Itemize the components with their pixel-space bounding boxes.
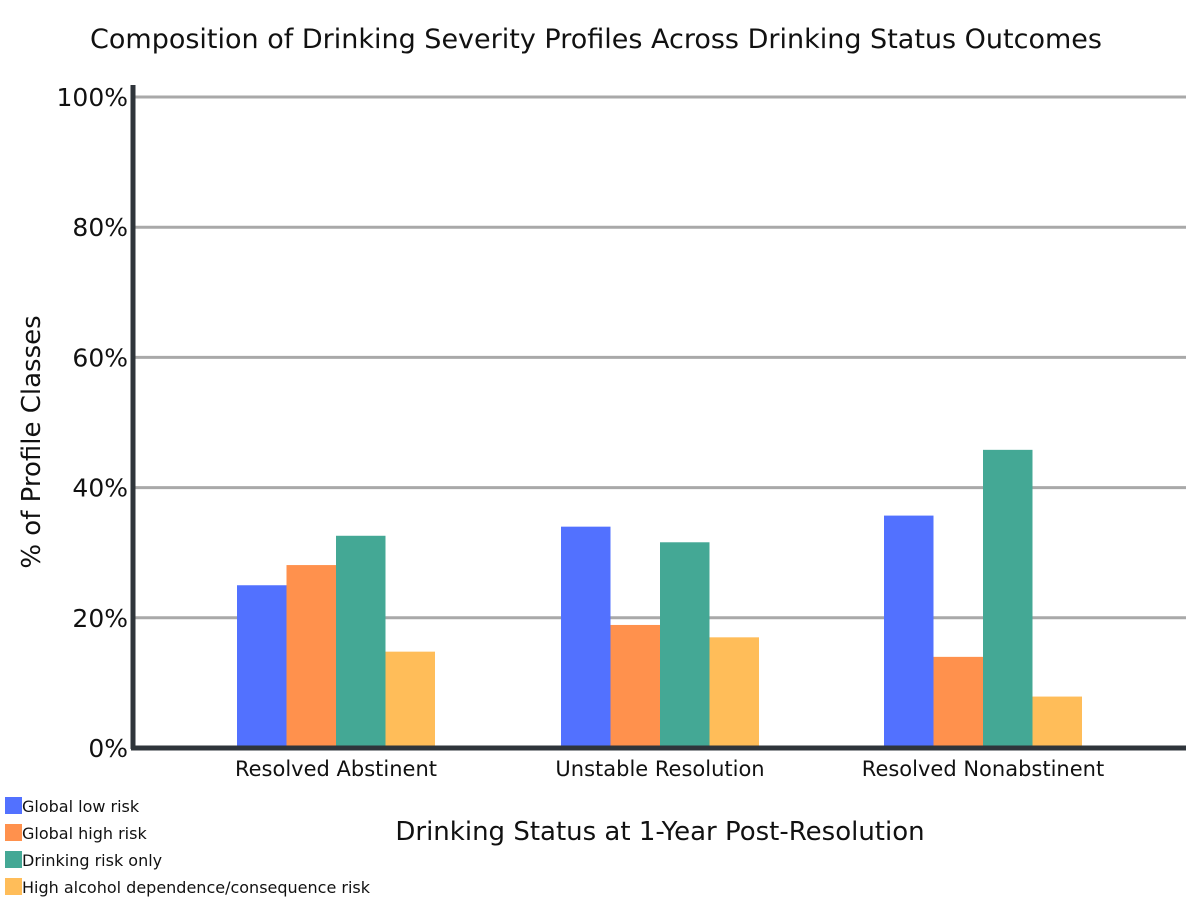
x-category-labels: Resolved Abstinent Unstable Resolution Res… xyxy=(235,757,1104,781)
bar-high-alcohol-dependence-consequence-risk-2 xyxy=(1032,696,1082,748)
y-tick-label: 100% xyxy=(57,83,128,112)
bar-drinking-risk-only-2 xyxy=(983,449,1033,748)
x-axis-title: Drinking Status at 1-Year Post-Resolutio… xyxy=(395,817,924,847)
y-tick-labels: 0% 20% 40% 60% 80% 100% xyxy=(57,83,128,763)
bar-global-low-risk-0 xyxy=(237,585,287,748)
bar-drinking-risk-only-0 xyxy=(336,535,386,748)
legend-swatch xyxy=(5,851,22,868)
legend-label: Drinking risk only xyxy=(22,851,162,870)
y-tick-label: 40% xyxy=(72,474,128,503)
bar-global-low-risk-1 xyxy=(561,526,611,748)
axes xyxy=(130,85,1186,751)
bar-global-high-risk-2 xyxy=(933,656,983,748)
bar-high-alcohol-dependence-consequence-risk-0 xyxy=(385,651,435,748)
bar-high-alcohol-dependence-consequence-risk-1 xyxy=(709,637,759,748)
legend-swatch xyxy=(5,797,22,814)
legend-label: Global low risk xyxy=(22,797,140,816)
legend-swatch xyxy=(5,824,22,841)
x-category-label: Resolved Nonabstinent xyxy=(862,757,1104,781)
y-axis-title: % of Profile Classes xyxy=(17,315,47,568)
legend-label: Global high risk xyxy=(22,824,147,843)
bar-global-high-risk-1 xyxy=(610,624,660,748)
y-tick-label: 80% xyxy=(72,213,128,242)
bar-global-low-risk-2 xyxy=(884,515,934,748)
legend-swatch xyxy=(5,878,22,895)
y-tick-label: 20% xyxy=(72,604,128,633)
legend: Global low risk Global high risk Drinking … xyxy=(5,797,371,897)
bar-global-high-risk-0 xyxy=(286,565,336,748)
bars xyxy=(237,449,1082,748)
legend-label: High alcohol dependence/consequence risk xyxy=(22,878,371,897)
y-tick-label: 60% xyxy=(72,343,128,372)
bar-drinking-risk-only-1 xyxy=(660,542,710,748)
chart-title: Composition of Drinking Severity Profile… xyxy=(90,24,1102,55)
x-category-label: Resolved Abstinent xyxy=(235,757,437,781)
x-category-label: Unstable Resolution xyxy=(555,757,764,781)
y-tick-label: 0% xyxy=(88,734,128,763)
